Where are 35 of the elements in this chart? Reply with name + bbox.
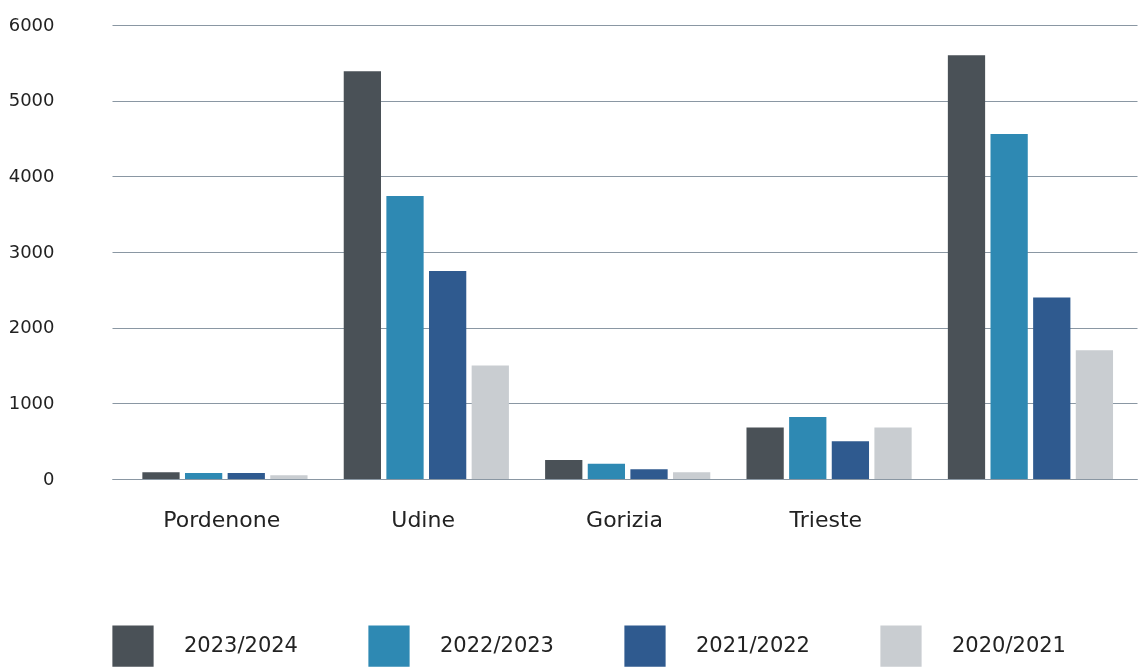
legend-label: 2023/2024 bbox=[184, 633, 298, 658]
y-tick-label: 6000 bbox=[8, 13, 55, 35]
x-tick-label: Pordenone bbox=[163, 506, 281, 532]
y-tick-label: 1000 bbox=[8, 391, 55, 413]
bar bbox=[227, 472, 265, 479]
bar bbox=[947, 55, 986, 479]
bar bbox=[471, 365, 509, 479]
bar bbox=[386, 196, 424, 479]
bar bbox=[587, 463, 626, 479]
bar bbox=[142, 472, 180, 479]
legend-label: 2021/2022 bbox=[696, 633, 810, 658]
bar bbox=[874, 427, 912, 479]
bar bbox=[545, 460, 583, 479]
bar bbox=[270, 475, 308, 479]
x-tick-label: Gorizia bbox=[586, 506, 663, 532]
bar bbox=[1075, 350, 1114, 479]
y-tick-label: 4000 bbox=[8, 164, 55, 186]
bar bbox=[343, 71, 381, 479]
bar bbox=[746, 427, 784, 479]
bar bbox=[990, 133, 1028, 479]
bar bbox=[185, 472, 223, 479]
x-tick-label: Trieste bbox=[788, 506, 863, 532]
bar bbox=[630, 469, 668, 479]
legend-label: 2022/2023 bbox=[440, 633, 554, 658]
x-tick-label: Udine bbox=[391, 506, 455, 532]
bar bbox=[789, 416, 827, 479]
y-tick-label: 5000 bbox=[8, 89, 55, 111]
y-tick-label: 0 bbox=[43, 467, 55, 489]
y-tick-label: 2000 bbox=[8, 316, 55, 338]
bar bbox=[831, 441, 870, 479]
legend-label: 2020/2021 bbox=[952, 633, 1066, 658]
y-tick-label: 3000 bbox=[8, 240, 55, 262]
bar bbox=[1033, 297, 1071, 479]
bar bbox=[673, 472, 711, 479]
bar bbox=[429, 270, 467, 479]
